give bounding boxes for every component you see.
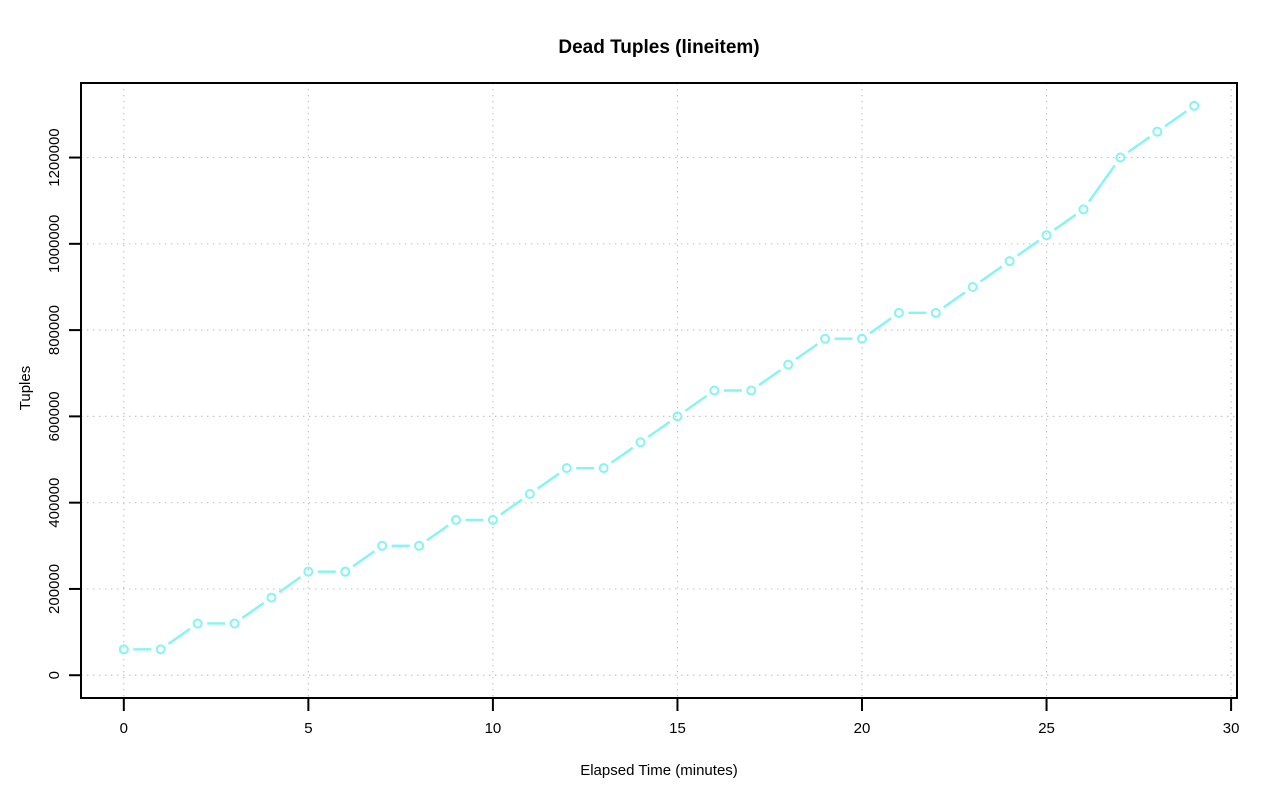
series-line-segment — [241, 602, 265, 619]
series-line-segment — [758, 369, 782, 387]
data-point — [820, 333, 831, 344]
series-line-segment — [1087, 164, 1116, 203]
data-point — [1152, 126, 1163, 137]
series-line — [133, 110, 1188, 651]
x-tick-label: 5 — [304, 720, 312, 737]
data-point — [1189, 100, 1200, 111]
data-point — [1004, 256, 1015, 267]
data-point — [561, 463, 572, 474]
series-line-segment — [684, 394, 708, 412]
data-point — [303, 566, 314, 577]
data-point — [930, 307, 941, 318]
data-point — [857, 333, 868, 344]
x-axis: 0 5 10 15 20 25 30 — [120, 698, 1240, 737]
x-axis-label: Elapsed Time (minutes) — [580, 762, 738, 779]
series-line-segment — [1127, 136, 1151, 154]
grid-lines — [81, 83, 1237, 698]
data-point — [635, 437, 646, 448]
x-tick-label: 30 — [1223, 720, 1240, 737]
y-tick-label: 400000 — [46, 478, 63, 528]
data-point — [524, 489, 535, 500]
series-markers — [118, 100, 1200, 655]
data-point — [1115, 152, 1126, 163]
data-point — [746, 385, 757, 396]
data-point — [229, 618, 240, 629]
plot-border — [80, 82, 1238, 699]
series-line-segment — [610, 446, 634, 464]
x-tick-label: 15 — [669, 720, 686, 737]
x-tick-label: 25 — [1038, 720, 1055, 737]
data-point — [672, 411, 683, 422]
series-line-segment — [352, 550, 376, 568]
data-point — [450, 514, 461, 525]
series-line-segment — [869, 317, 892, 335]
data-point — [155, 644, 166, 655]
data-point — [893, 307, 904, 318]
data-point — [1078, 204, 1089, 215]
y-axis-label: Tuples — [17, 366, 34, 410]
data-point — [598, 463, 609, 474]
series-line-segment — [979, 265, 1003, 283]
x-tick-label: 0 — [120, 720, 128, 737]
y-tick-label: 0 — [46, 671, 63, 679]
series-line-segment — [942, 291, 966, 309]
data-point — [340, 566, 351, 577]
chart-title: Dead Tuples (lineitem) — [558, 37, 759, 58]
series-line-segment — [167, 627, 191, 645]
data-point — [709, 385, 720, 396]
data-point — [414, 540, 425, 551]
data-point — [192, 618, 203, 629]
x-tick-label: 10 — [485, 720, 502, 737]
series-line-segment — [426, 524, 449, 542]
data-point — [1041, 230, 1052, 241]
y-tick-label: 800000 — [46, 305, 63, 355]
y-tick-label: 200000 — [46, 564, 63, 614]
data-point — [783, 359, 794, 370]
data-point — [967, 281, 978, 292]
y-tick-label: 600000 — [46, 391, 63, 441]
series-line-segment — [1164, 110, 1188, 128]
series-line-segment — [278, 576, 302, 594]
x-tick-label: 20 — [854, 720, 871, 737]
y-axis: 0 200000 400000 600000 800000 1000000 1200000 — [46, 128, 81, 679]
series-line-segment — [536, 472, 560, 490]
data-point — [377, 540, 388, 551]
series-line-segment — [795, 343, 819, 361]
y-tick-label: 1200000 — [46, 128, 63, 186]
data-point — [487, 514, 498, 525]
series-line-segment — [1053, 213, 1077, 231]
y-tick-label: 1000000 — [46, 215, 63, 273]
series-line-segment — [499, 498, 523, 516]
series-line-segment — [647, 420, 671, 438]
series-line-segment — [1016, 239, 1040, 257]
data-point — [266, 592, 277, 603]
data-point — [118, 644, 129, 655]
